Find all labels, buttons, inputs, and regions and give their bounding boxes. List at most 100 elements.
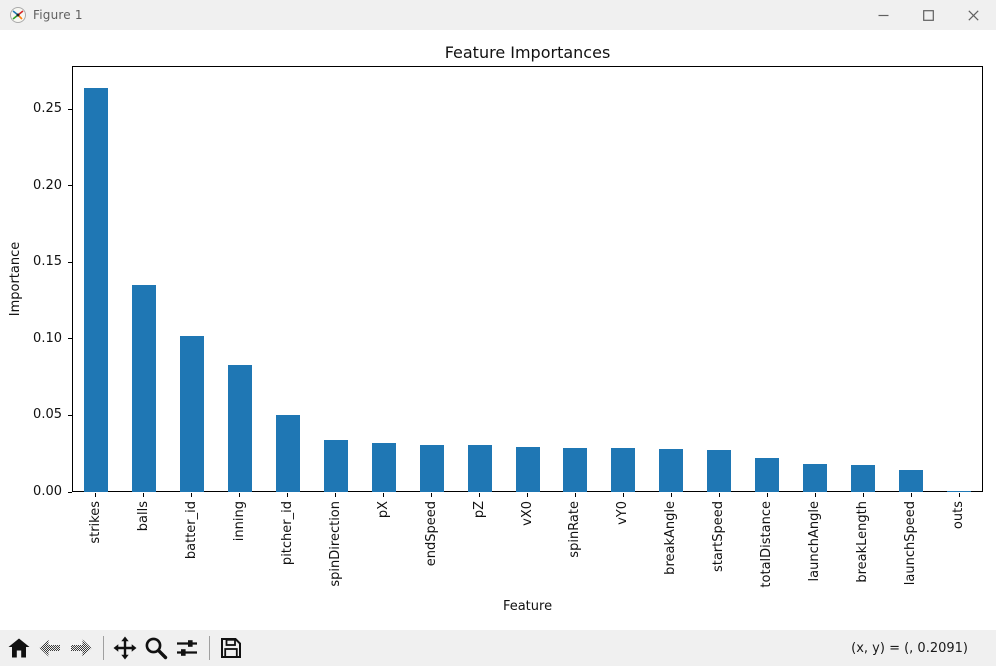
x-tick-mark (718, 493, 720, 497)
x-tick-label: breakLength (855, 501, 871, 583)
titlebar[interactable]: Figure 1 (0, 0, 996, 30)
cursor-status-text: (x, y) = (, 0.2091) (851, 640, 968, 656)
zoom-button[interactable] (141, 633, 171, 663)
y-tick-mark (68, 185, 72, 187)
x-tick-label: batter_id (183, 501, 199, 560)
pan-button[interactable] (110, 633, 140, 663)
x-tick-mark (95, 493, 97, 497)
bar (707, 450, 732, 492)
save-button[interactable] (216, 633, 246, 663)
x-tick-label: launchSpeed (903, 501, 919, 586)
bar (947, 491, 972, 492)
y-tick-label: 0.15 (33, 254, 62, 270)
bar (179, 336, 204, 492)
y-tick-label: 0.05 (33, 407, 62, 423)
bar (803, 464, 828, 492)
bar (131, 285, 156, 492)
y-tick-mark (68, 491, 72, 493)
x-tick-label: vX0 (519, 501, 535, 526)
y-tick-label: 0.10 (33, 330, 62, 346)
zoom-to-rect-icon (145, 637, 168, 660)
x-tick-mark (143, 493, 145, 497)
bar (611, 448, 636, 492)
y-tick-mark (68, 414, 72, 416)
x-tick-label: pZ (471, 501, 487, 519)
x-tick-label: vY0 (615, 501, 631, 525)
bar (467, 445, 492, 492)
x-tick-label: strikes (87, 501, 103, 544)
x-tick-mark (814, 493, 816, 497)
bar (371, 443, 396, 492)
configure-subplots-button[interactable] (172, 633, 202, 663)
x-tick-mark (239, 493, 241, 497)
y-tick-mark (68, 338, 72, 340)
x-tick-mark (574, 493, 576, 497)
bar (227, 365, 252, 492)
bar (83, 88, 108, 492)
figure-canvas: Feature Importances Importance 0.00 0.05 0… (0, 30, 996, 630)
x-tick-mark (910, 493, 912, 497)
y-tick-mark (68, 108, 72, 110)
back-icon (39, 639, 60, 657)
bar (899, 470, 924, 492)
x-tick-label: breakAngle (663, 501, 679, 575)
x-tick-mark (958, 493, 960, 497)
x-tick-mark (479, 493, 481, 497)
x-tick-label: spinDirection (327, 501, 343, 587)
x-tick-mark (431, 493, 433, 497)
chart-title: Feature Importances (444, 43, 611, 62)
home-icon (8, 638, 30, 658)
toolbar-separator (103, 636, 104, 660)
x-tick-label: startSpeed (711, 501, 727, 573)
bar (755, 458, 780, 492)
bar (563, 448, 588, 492)
y-tick-label: 0.25 (33, 101, 62, 117)
forward-button[interactable] (66, 633, 96, 663)
y-tick-label: 0.20 (33, 177, 62, 193)
back-button[interactable] (35, 633, 65, 663)
minimize-icon (878, 14, 889, 16)
x-tick-label: spinRate (567, 501, 583, 558)
navigation-toolbar: (x, y) = (, 0.2091) (0, 630, 996, 666)
x-tick-label: launchAngle (807, 501, 823, 582)
x-tick-mark (670, 493, 672, 497)
x-tick-mark (766, 493, 768, 497)
home-button[interactable] (4, 633, 34, 663)
close-icon (968, 9, 979, 21)
x-tick-label: pX (375, 501, 391, 519)
y-tick-label: 0.00 (33, 484, 62, 499)
x-tick-label: balls (135, 501, 151, 532)
x-tick-label: pitcher_id (279, 501, 295, 566)
bar (419, 445, 444, 492)
x-tick-label: outs (951, 501, 967, 530)
bar (275, 415, 300, 492)
x-tick-label: totalDistance (759, 501, 775, 588)
maximize-button[interactable] (906, 0, 951, 30)
x-tick-mark (191, 493, 193, 497)
y-tick-mark (68, 261, 72, 263)
close-button[interactable] (951, 0, 996, 30)
x-tick-mark (383, 493, 385, 497)
x-tick-label: inning (231, 501, 247, 542)
save-icon (221, 638, 241, 658)
window-title: Figure 1 (33, 8, 83, 22)
bar (851, 465, 876, 492)
toolbar-separator (209, 636, 210, 660)
plot-layer: 0.00 0.05 0.10 0.15 0.20 0.25 strikes balls batt… (0, 30, 996, 630)
x-tick-mark (862, 493, 864, 497)
bar (659, 449, 684, 492)
matplotlib-logo-icon (10, 7, 26, 23)
x-tick-mark (335, 493, 337, 497)
x-tick-mark (622, 493, 624, 497)
x-tick-label: endSpeed (423, 501, 439, 567)
minimize-button[interactable] (861, 0, 906, 30)
x-tick-mark (287, 493, 289, 497)
x-axis-label: Feature (502, 599, 553, 614)
x-tick-mark (527, 493, 528, 497)
maximize-icon (923, 9, 934, 21)
pan-icon (113, 636, 137, 660)
bar (515, 447, 540, 492)
forward-icon (71, 639, 92, 657)
bar (323, 440, 348, 492)
